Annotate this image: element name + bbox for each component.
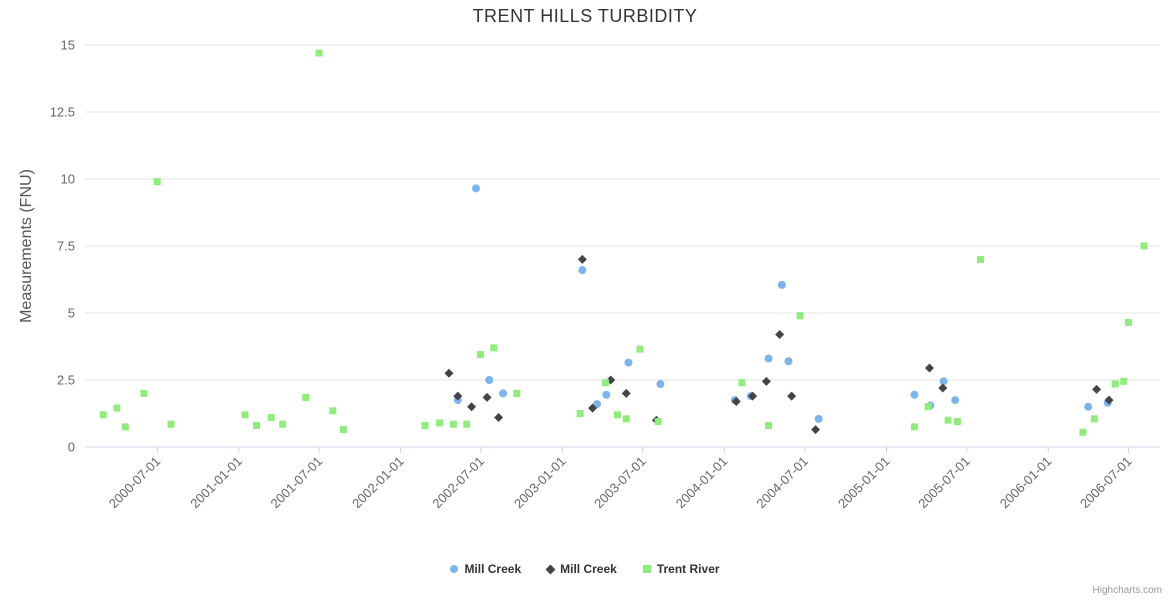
legend-diamond-marker-icon xyxy=(545,564,556,574)
legend-square-marker-icon xyxy=(642,565,651,573)
svg-text:7.5: 7.5 xyxy=(57,239,75,254)
legend-item-mill-creek-diamonds[interactable]: Mill Creek xyxy=(545,562,617,576)
svg-text:2002-07-01: 2002-07-01 xyxy=(429,454,487,512)
svg-text:2000-07-01: 2000-07-01 xyxy=(106,454,164,512)
svg-text:2004-01-01: 2004-01-01 xyxy=(673,454,731,512)
svg-text:12.5: 12.5 xyxy=(50,105,75,120)
svg-text:2006-01-01: 2006-01-01 xyxy=(997,454,1055,512)
svg-text:2005-07-01: 2005-07-01 xyxy=(915,454,973,512)
legend-label: Trent River xyxy=(656,562,720,576)
svg-text:2005-01-01: 2005-01-01 xyxy=(835,454,893,512)
svg-text:0: 0 xyxy=(68,440,75,455)
legend-item-trent-river[interactable]: Trent River xyxy=(642,562,720,576)
svg-text:2006-07-01: 2006-07-01 xyxy=(1077,454,1135,512)
svg-text:2003-01-01: 2003-01-01 xyxy=(511,454,569,512)
svg-text:10: 10 xyxy=(61,172,75,187)
legend-item-mill-creek-circles[interactable]: Mill Creek xyxy=(450,562,521,576)
legend-label: Mill Creek xyxy=(560,562,617,576)
legend-label: Mill Creek xyxy=(464,562,522,576)
svg-text:2.5: 2.5 xyxy=(57,373,75,388)
legend-circle-marker-icon xyxy=(450,565,459,573)
legend: Mill Creek Mill Creek Trent River xyxy=(0,562,1170,576)
svg-text:2001-07-01: 2001-07-01 xyxy=(268,454,326,512)
svg-text:5: 5 xyxy=(68,306,75,321)
chart-title: TRENT HILLS TURBIDITY xyxy=(472,6,698,26)
highcharts-credit-link[interactable]: Highcharts.com xyxy=(1092,585,1162,596)
svg-text:15: 15 xyxy=(61,38,75,53)
svg-text:2001-01-01: 2001-01-01 xyxy=(187,454,245,512)
svg-text:2004-07-01: 2004-07-01 xyxy=(753,454,811,512)
svg-text:2002-01-01: 2002-01-01 xyxy=(349,454,407,512)
svg-text:2003-07-01: 2003-07-01 xyxy=(591,454,649,512)
